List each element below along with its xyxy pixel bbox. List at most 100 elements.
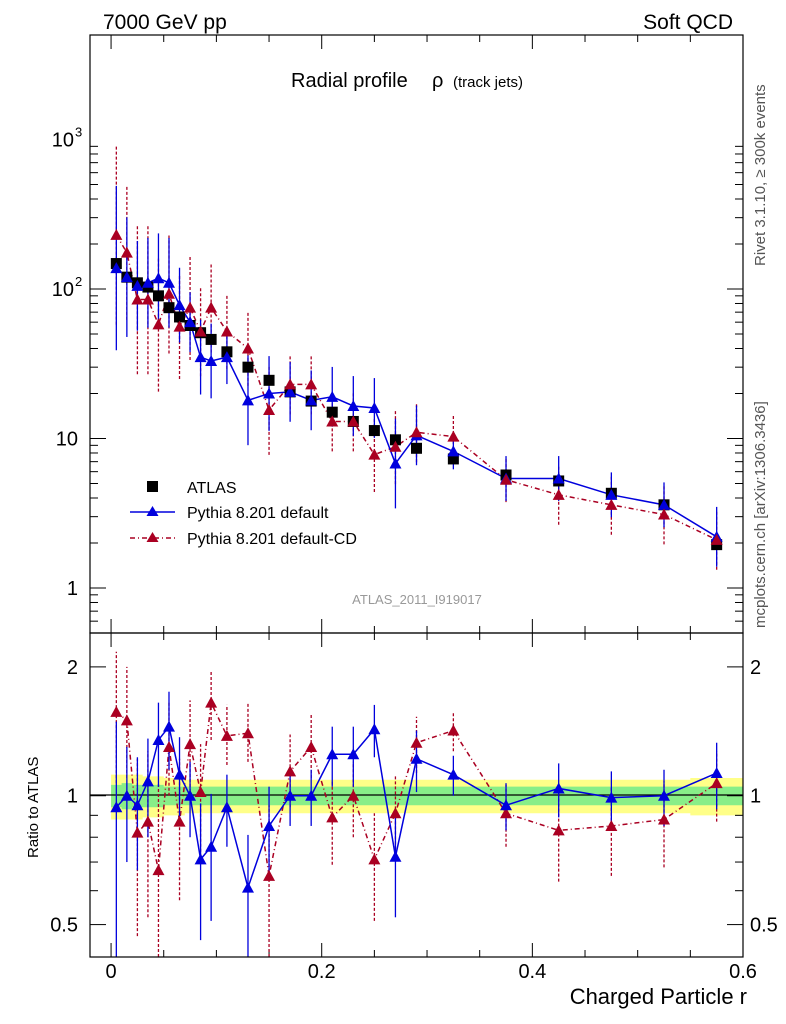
main-y-ticklabel: 10	[52, 279, 74, 301]
legend-marker-pythia-default	[146, 506, 159, 516]
ratio-point-pythia-cd	[605, 819, 618, 831]
ratio-point-pythia-cd	[326, 811, 339, 823]
ratio-point-pythia-default	[152, 733, 165, 745]
ratio-point-pythia-default	[368, 723, 381, 735]
ratio-point-pythia-cd	[263, 869, 276, 881]
ratio-y-ticklabel-left: 1	[67, 786, 78, 808]
point-atlas	[174, 311, 186, 323]
point-atlas	[263, 374, 275, 386]
legend: ATLAS Pythia 8.201 default Pythia 8.201 …	[130, 480, 357, 548]
header-right: Soft QCD	[643, 11, 733, 34]
point-atlas	[242, 361, 254, 373]
point-pythia-default	[120, 271, 133, 283]
point-pythia-default	[263, 387, 276, 399]
ratio-point-pythia-cd	[205, 696, 218, 708]
point-atlas	[152, 290, 164, 302]
point-pythia-default	[305, 394, 318, 406]
ratio-point-pythia-cd	[184, 738, 197, 750]
x-ticklabel: 0.6	[729, 961, 757, 983]
ratio-point-pythia-cd	[447, 724, 460, 736]
point-pythia-default	[173, 299, 186, 311]
point-pythia-cd	[162, 287, 175, 299]
point-pythia-default	[326, 390, 339, 402]
ratio-point-pythia-default	[305, 789, 318, 801]
ratio-point-pythia-cd	[410, 736, 423, 748]
ratio-point-pythia-default	[658, 789, 671, 801]
point-pythia-cd	[263, 404, 276, 416]
point-atlas	[205, 333, 217, 345]
point-pythia-default	[284, 385, 297, 397]
side-label-rivet: Rivet 3.1.10, ≥ 300k events	[752, 84, 769, 266]
point-pythia-default	[241, 394, 254, 406]
point-pythia-default	[605, 488, 618, 500]
ratio-point-pythia-cd	[552, 824, 565, 836]
ratio-point-pythia-cd	[500, 807, 513, 819]
point-pythia-default	[184, 316, 197, 328]
line-pythia-cd	[115, 234, 717, 541]
point-pythia-default	[162, 276, 175, 288]
ratio-point-pythia-cd	[162, 740, 175, 752]
analysis-id: ATLAS_2011_I919017	[352, 592, 482, 607]
point-pythia-cd	[241, 342, 254, 354]
ratio-y-ticklabel-right: 0.5	[750, 915, 778, 937]
point-pythia-cd	[184, 301, 197, 313]
point-pythia-cd	[605, 498, 618, 510]
ratio-point-pythia-default	[110, 801, 123, 813]
ratio-panel: 0.5 0.5 1 1 2 2 0 0.2 0.4 0.6 Ratio to ATLAS Char…	[25, 632, 778, 1009]
point-atlas	[368, 425, 380, 437]
ratio-point-pythia-default	[389, 850, 402, 862]
main-data-marks	[110, 145, 723, 570]
ratio-point-pythia-default	[194, 853, 207, 865]
ratio-point-pythia-default	[263, 819, 276, 831]
ratio-point-pythia-default	[410, 752, 423, 764]
main-y-ticklabel-exponent: 2	[75, 274, 82, 289]
point-pythia-default	[220, 351, 233, 363]
main-y-ticklabel: 10	[56, 428, 78, 450]
ratio-point-pythia-cd	[131, 826, 144, 838]
main-y-ticklabel-exponent: 3	[75, 124, 82, 139]
point-atlas	[411, 442, 422, 454]
point-pythia-cd	[368, 448, 381, 460]
ratio-point-pythia-cd	[220, 729, 233, 741]
legend-label-pythia-default: Pythia 8.201 default	[187, 505, 329, 522]
point-pythia-cd	[194, 325, 207, 337]
point-pythia-default	[131, 279, 144, 291]
ratio-point-pythia-cd	[141, 815, 154, 827]
ratio-point-pythia-default	[184, 789, 197, 801]
point-pythia-cd	[205, 301, 218, 313]
point-pythia-cd	[305, 378, 318, 390]
ratio-point-pythia-default	[131, 799, 144, 811]
ratio-y-ticklabel-right: 1	[750, 786, 761, 808]
ratio-point-pythia-cd	[110, 705, 123, 717]
point-pythia-cd	[447, 430, 460, 442]
point-pythia-cd	[500, 473, 513, 485]
point-pythia-cd	[347, 415, 360, 427]
ratio-point-pythia-cd	[120, 714, 133, 726]
x-ticklabel: 0.4	[518, 961, 546, 983]
point-pythia-default	[194, 351, 207, 363]
ratio-point-pythia-default	[173, 768, 186, 780]
point-pythia-cd	[658, 508, 671, 520]
point-pythia-default	[552, 472, 565, 484]
point-pythia-default	[389, 457, 402, 469]
point-pythia-cd	[220, 325, 233, 337]
ratio-y-label: Ratio to ATLAS	[25, 757, 42, 858]
point-pythia-default	[447, 445, 460, 457]
ratio-tick-labels: 0.5 0.5 1 1 2 2 0 0.2 0.4 0.6	[50, 657, 778, 983]
ratio-point-pythia-default	[500, 799, 513, 811]
ratio-point-pythia-cd	[173, 815, 186, 827]
main-axis-ticks	[90, 35, 744, 634]
point-pythia-default	[152, 272, 165, 284]
point-atlas	[163, 302, 175, 314]
point-pythia-cd	[552, 488, 565, 500]
legend-marker-pythia-cd	[146, 532, 159, 542]
ratio-point-pythia-default	[347, 748, 360, 760]
point-pythia-default	[347, 399, 360, 411]
ratio-point-pythia-default	[120, 789, 133, 801]
chart-title-symbol: ρ	[432, 70, 443, 92]
ratio-point-pythia-default	[447, 768, 460, 780]
chart-title: Radial profile	[291, 70, 408, 92]
ratio-point-pythia-default	[141, 775, 154, 787]
